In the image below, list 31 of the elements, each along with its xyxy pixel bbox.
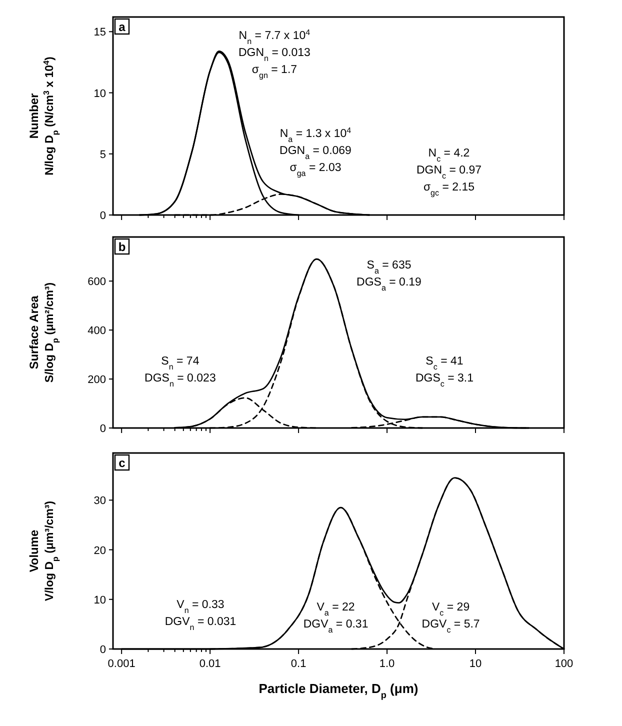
x-tick-label: 0.01: [199, 658, 221, 670]
y-tick-label: 15: [94, 26, 106, 39]
y-tick-label: 30: [94, 495, 106, 508]
annotation: S$_{a}$ = 635 DGS$_{a}$ = 0.19: [356, 260, 422, 292]
x-tick-label: 0.001: [108, 658, 136, 670]
y-tick-label: 0: [100, 644, 106, 656]
text: N$_{c}$ = 4.2 DGN$_{c}$ = 0.97 σ$_{gc}$ = 2.15: [416, 147, 482, 197]
y-tick-label: 10: [94, 594, 106, 606]
y-tick-label: 200: [88, 374, 106, 386]
chart-title: c: [118, 456, 126, 470]
annotation: S$_{c}$ = 41 DGS$_{c}$ = 3.1: [415, 355, 474, 388]
text: N$_{n}$ = 7.7 x 10$^{4}$ DGN$_{n}$ = 0.013 σ$_{gn}$ = 1.7: [238, 27, 310, 80]
x-tick-label: 1.0: [379, 658, 395, 670]
y-tick-label: 10: [94, 88, 106, 100]
text: N$_{a}$ = 1.3 x 10$^{4}$ DGN$_{a}$ = 0.069 σ$_{ga}$ = 2.03: [280, 125, 352, 178]
x-axis-title: Particle Diameter, D$_{p}$ (μm): [258, 681, 418, 700]
annotation: V$_{a}$ = 22 DGV$_{a}$ = 0.31: [303, 601, 368, 634]
annotation: S$_{n}$ = 74 DGS$_{n}$ = 0.023: [144, 355, 216, 388]
y-tick-label: 5: [100, 148, 106, 161]
y-tick-label: 0: [100, 423, 106, 435]
annotation: V$_{c}$ = 29 DGV$_{c}$ = 5.7: [422, 601, 480, 634]
x-tick-label: 100: [554, 658, 574, 670]
x-tick-label: 0.1: [290, 658, 306, 670]
y-tick-label: 0: [100, 210, 106, 222]
annotation: V$_{n}$ = 0.33 DGV$_{n}$ = 0.031: [164, 599, 236, 632]
x-tick-label: 10: [469, 658, 482, 670]
y-tick-label: 600: [88, 276, 106, 288]
chart-title: a: [118, 20, 126, 34]
y-tick-label: 20: [94, 544, 106, 557]
chart-title: b: [118, 240, 126, 254]
y-tick-label: 400: [88, 325, 106, 338]
